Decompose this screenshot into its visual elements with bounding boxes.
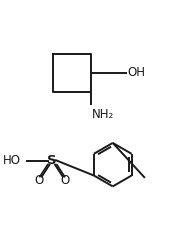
Text: NH₂: NH₂ [92, 108, 114, 121]
Text: S: S [47, 154, 57, 167]
Text: HO: HO [3, 154, 21, 167]
Text: OH: OH [128, 66, 146, 79]
Text: O: O [34, 174, 44, 187]
Text: O: O [61, 174, 70, 187]
